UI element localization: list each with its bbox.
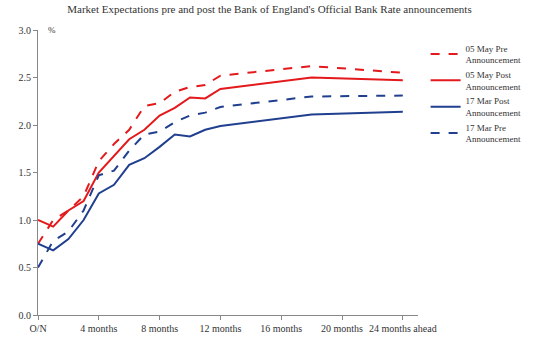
svg-text:4 months: 4 months [80,323,117,334]
svg-text:20 months: 20 months [321,323,363,334]
svg-text:%: % [48,25,56,35]
svg-text:12 months: 12 months [199,323,241,334]
svg-text:3.0: 3.0 [19,25,32,36]
svg-text:2.5: 2.5 [19,72,32,83]
svg-text:8 months: 8 months [141,323,178,334]
svg-text:24 months ahead: 24 months ahead [369,323,437,334]
svg-text:0.5: 0.5 [19,262,32,273]
svg-text:16 months: 16 months [260,323,302,334]
svg-text:Market Expectations pre and po: Market Expectations pre and post the Ban… [67,3,471,15]
svg-text:05 May PostAnnouncement: 05 May PostAnnouncement [466,70,521,92]
svg-text:05 May PreAnnouncement: 05 May PreAnnouncement [466,44,521,66]
svg-text:O/N: O/N [29,323,46,334]
svg-text:2.0: 2.0 [19,120,32,131]
svg-text:1.5: 1.5 [19,167,32,178]
svg-text:0.0: 0.0 [19,310,32,321]
svg-text:17 Mar PostAnnouncement: 17 Mar PostAnnouncement [466,96,521,118]
svg-text:1.0: 1.0 [19,215,32,226]
svg-text:17 Mar PreAnnouncement: 17 Mar PreAnnouncement [466,123,521,145]
